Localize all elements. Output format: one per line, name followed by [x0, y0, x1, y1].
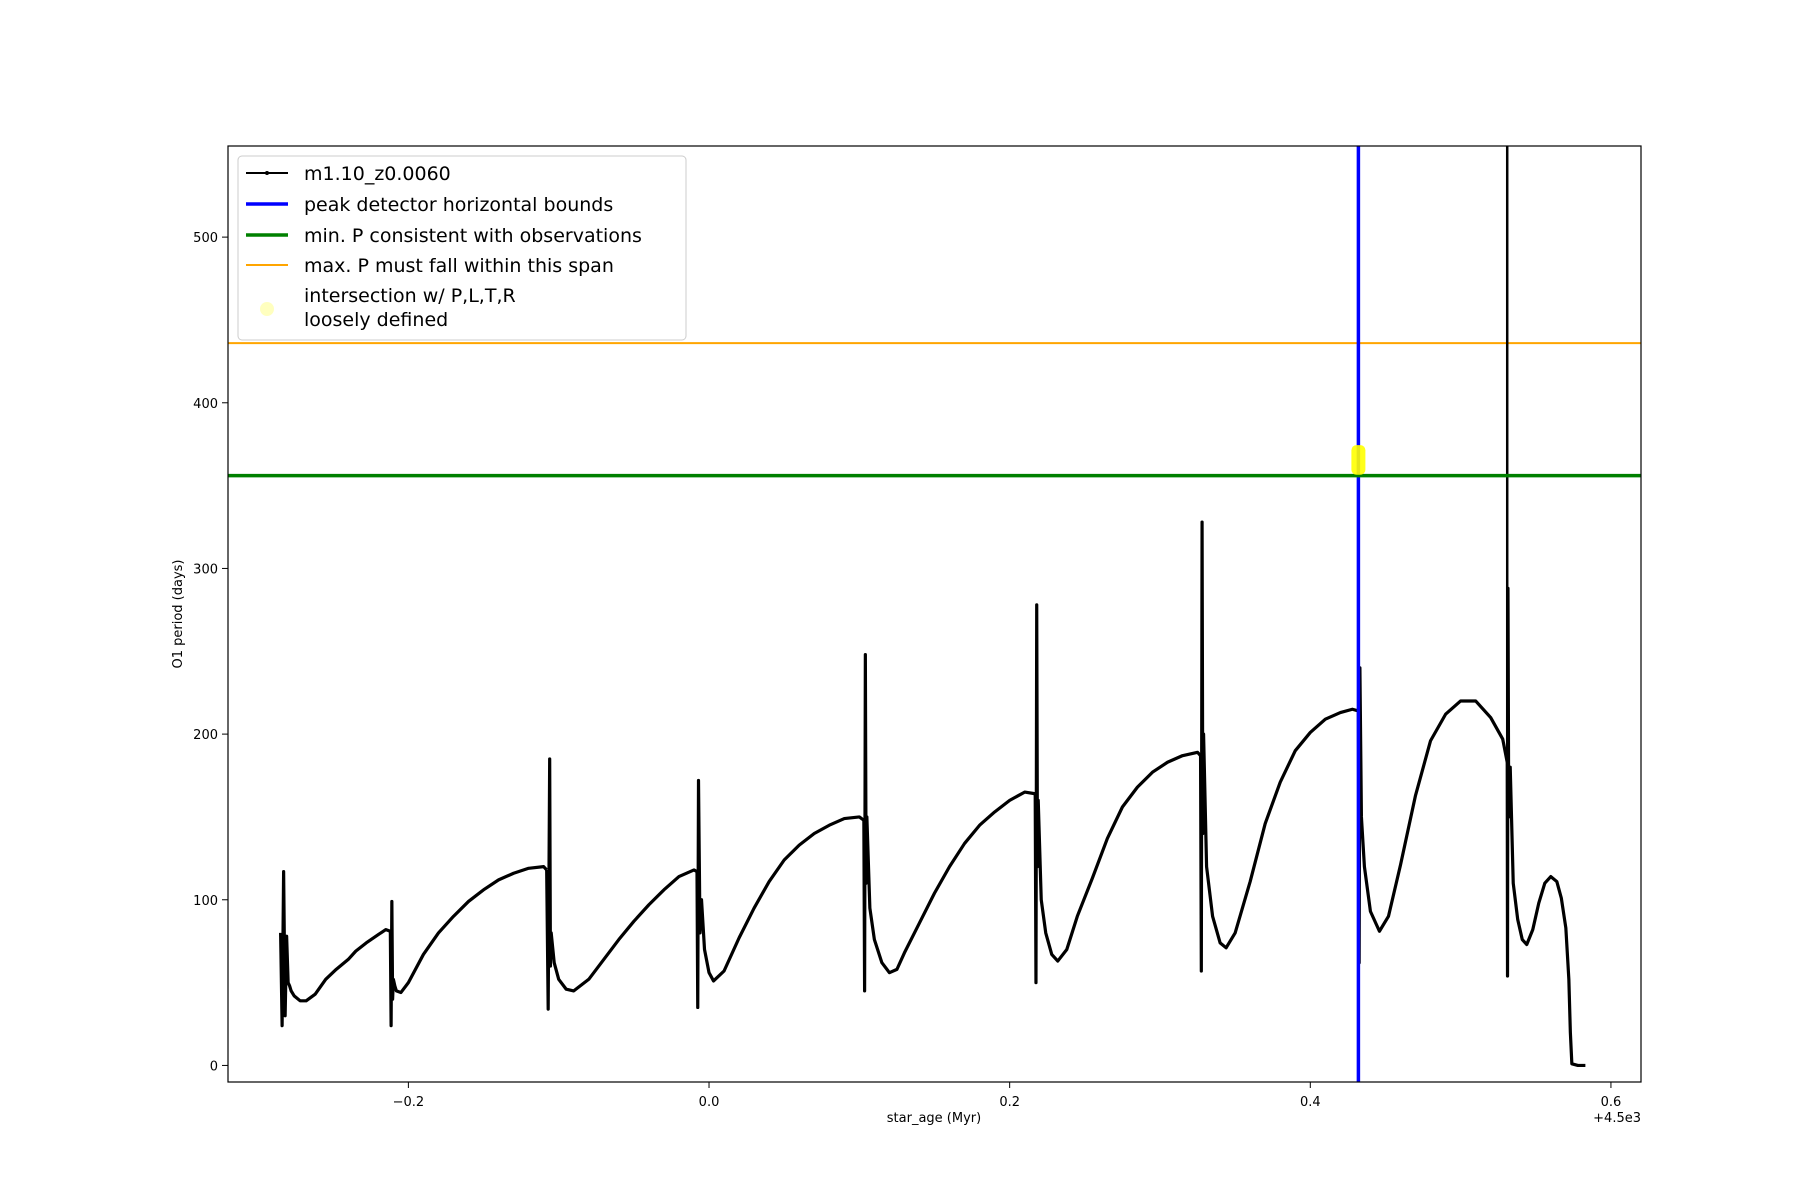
- x-tick-label: 0.2: [999, 1095, 1020, 1110]
- track-segment: [1033, 603, 1202, 985]
- legend-item-intersection-label-line2: loosely defined: [304, 309, 448, 331]
- intersection-highlight: [1351, 445, 1366, 475]
- y-tick-label: 400: [193, 397, 218, 412]
- track-segment: [1356, 666, 1509, 965]
- track-segment: [388, 865, 548, 1028]
- x-tick-label: 0.6: [1601, 1095, 1622, 1110]
- track-segment: [279, 870, 391, 1028]
- plot-area: [228, 146, 1641, 1082]
- legend-item-intersection-label-line1: intersection w/ P,L,T,R: [304, 285, 516, 307]
- y-tick-label: 0: [210, 1059, 218, 1074]
- x-axis-label: star_age (Myr): [887, 1111, 981, 1126]
- legend-item-intersection-swatch: [260, 302, 274, 316]
- y-tick-label: 500: [193, 231, 218, 246]
- track-segment: [695, 778, 865, 1010]
- track-segment: [1505, 586, 1586, 1068]
- track-segment: [1198, 520, 1359, 973]
- legend-box: [237, 155, 687, 341]
- track-segment: [862, 652, 1036, 993]
- x-tick-label: 0.4: [1300, 1095, 1321, 1110]
- x-offset-label: +4.5e3: [1593, 1111, 1641, 1126]
- y-tick-label: 200: [193, 728, 218, 743]
- legend-marker: [265, 171, 269, 175]
- x-tick-label: 0.0: [699, 1095, 720, 1110]
- legend-item-peak-bounds-label: peak detector horizontal bounds: [304, 194, 613, 216]
- legend-item-track-label: m1.10_z0.0060: [304, 163, 451, 185]
- y-tick-label: 300: [193, 562, 218, 577]
- x-tick-label: −0.2: [393, 1095, 425, 1110]
- axes-ticks: −0.2 0.0 0.2 0.4 0.6 0 100 200 300 400 500: [193, 231, 1621, 1110]
- legend-item-max-p-label: max. P must fall within this span: [304, 255, 614, 277]
- plot-frame: [227, 145, 1642, 1083]
- track-segment: [545, 757, 698, 1011]
- y-tick-label: 100: [193, 894, 218, 909]
- legend-item-min-p-label: min. P consistent with observations: [304, 225, 642, 247]
- y-axis-label: O1 period (days): [171, 559, 186, 668]
